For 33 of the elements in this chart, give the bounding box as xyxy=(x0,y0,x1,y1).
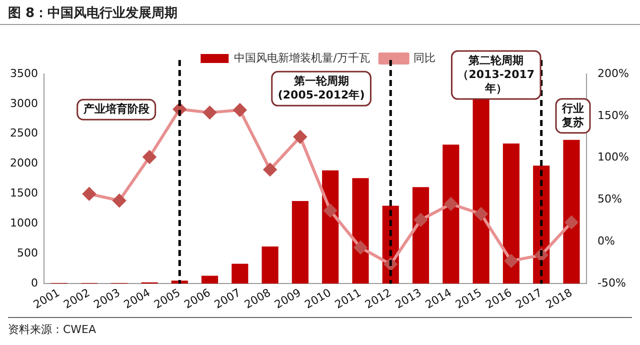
annotation: 第一轮周期(2005-2012年) xyxy=(278,74,365,102)
annotation: 第二轮周期（2013-2017年） xyxy=(458,54,535,95)
y-tick-label: 3500 xyxy=(10,66,38,80)
annotation: 产业培育阶段 xyxy=(82,102,150,116)
y-tick-label: 1500 xyxy=(10,186,38,200)
y-tick-label: 3000 xyxy=(10,96,38,110)
bar xyxy=(502,143,520,284)
y2-tick-label: 100% xyxy=(598,150,630,164)
y2-tick-label: -50% xyxy=(598,276,626,290)
y2-tick-label: 150% xyxy=(598,108,630,122)
bar xyxy=(563,140,580,284)
bar xyxy=(352,178,369,284)
y2-tick-label: 0% xyxy=(598,234,616,248)
y2-tick-label: 200% xyxy=(598,66,630,80)
legend-label: 同比 xyxy=(413,51,436,64)
bar xyxy=(442,144,460,284)
y-tick-label: 1000 xyxy=(10,216,38,230)
y2-tick-label: 50% xyxy=(598,192,622,206)
bar xyxy=(201,276,218,284)
y-tick-label: 500 xyxy=(16,246,38,260)
y-tick-label: 0 xyxy=(30,276,38,290)
bar xyxy=(232,264,248,284)
bar xyxy=(322,170,339,284)
bar xyxy=(412,187,430,284)
legend-label: 中国风电新增装机量/万千瓦 xyxy=(234,51,370,64)
bar xyxy=(292,200,308,284)
bar xyxy=(262,246,278,284)
text: 资料来源：CWEA xyxy=(8,323,96,336)
annotation: 行业复苏 xyxy=(560,102,584,129)
y-tick-label: 2500 xyxy=(10,126,38,140)
chart-title: 图 8：中国风电行业发展周期 xyxy=(0,0,640,25)
y-tick-label: 2000 xyxy=(10,156,38,170)
bar xyxy=(472,99,490,284)
